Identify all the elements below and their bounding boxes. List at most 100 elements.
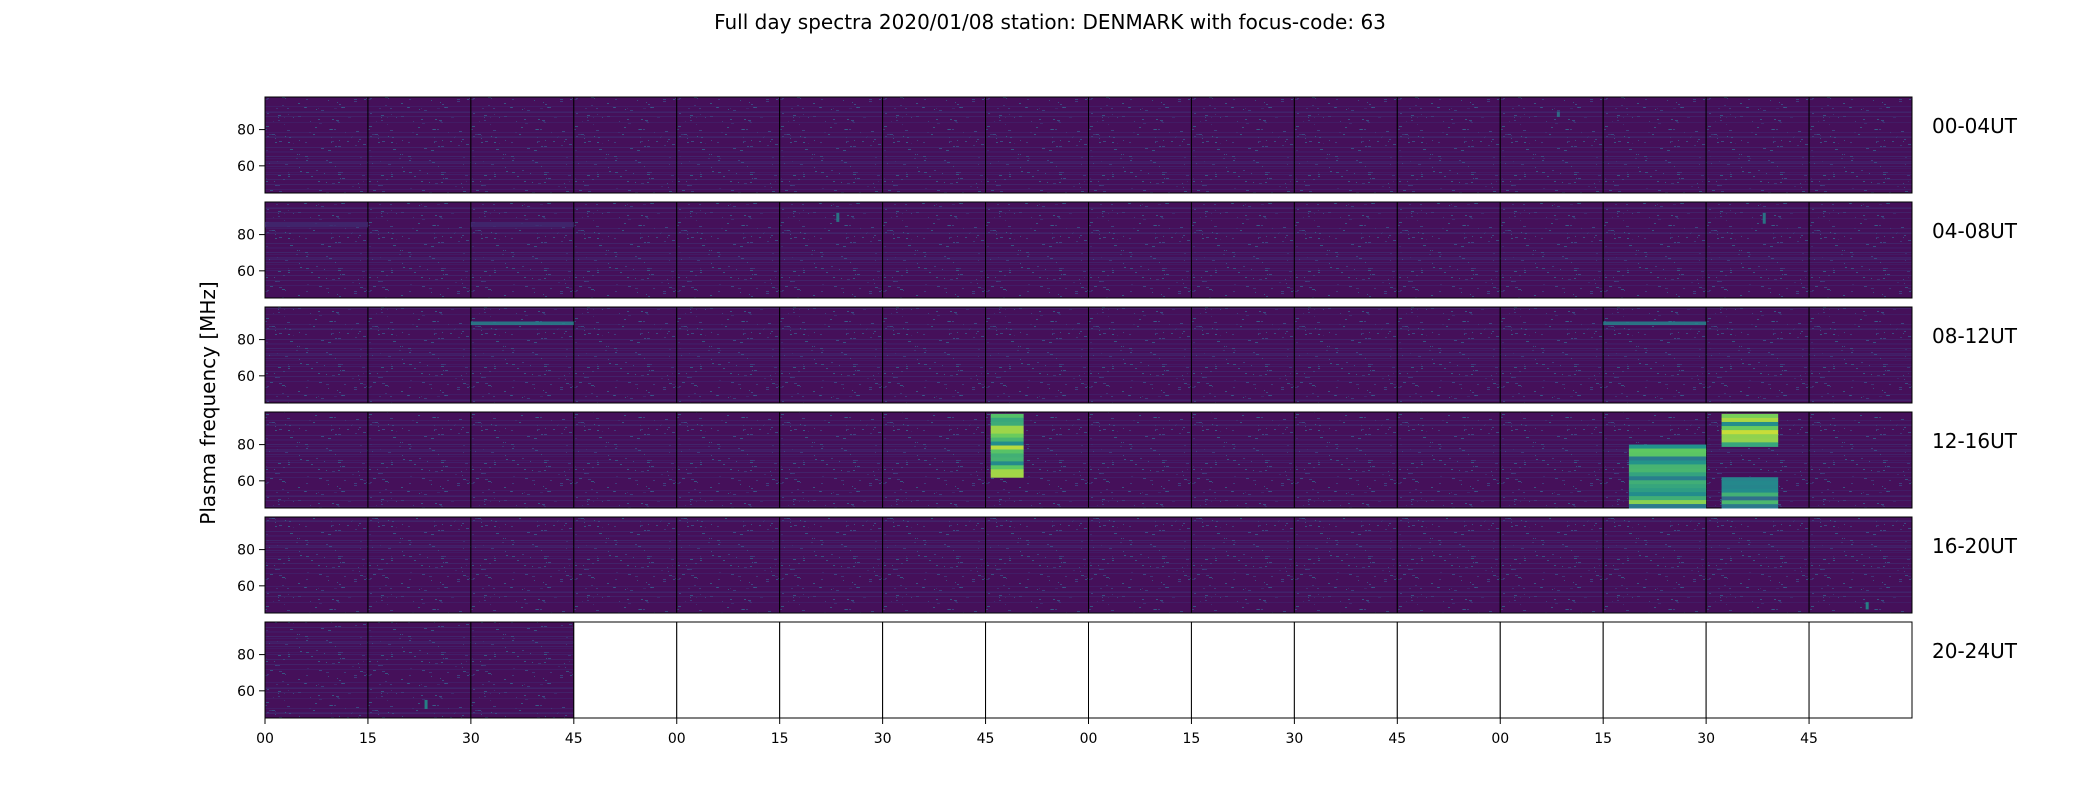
burst-mark	[990, 417, 1024, 423]
spectrum-panel	[367, 411, 472, 509]
burst-mark	[1628, 476, 1707, 481]
spectrum-panel	[264, 306, 369, 404]
burst-mark	[990, 425, 1024, 431]
x-tick-label: 15	[771, 731, 789, 747]
spectrum-panel	[1293, 201, 1398, 299]
y-tick-label: 60	[237, 579, 255, 595]
spectra-row: 60 80 20-24UT	[237, 621, 2018, 719]
spectrum-panel	[1705, 201, 1810, 299]
burst-mark	[1628, 464, 1707, 469]
burst-mark	[1721, 421, 1779, 427]
spectrum-panel	[779, 201, 884, 299]
spectrum-panel	[264, 96, 369, 194]
spectrum-panel	[1190, 411, 1295, 509]
burst-mark	[1628, 468, 1707, 473]
empty-panel	[1602, 621, 1707, 719]
spectrum-panel	[470, 411, 575, 509]
empty-panel	[882, 621, 987, 719]
spectrum-panel	[1808, 411, 1913, 509]
spectrum-panel	[573, 201, 678, 299]
x-tick-label: 30	[462, 731, 480, 747]
x-tick-label: 15	[1594, 731, 1612, 747]
x-tick-label: 45	[1800, 731, 1818, 747]
y-tick-label: 80	[237, 123, 255, 139]
empty-panel	[1190, 621, 1295, 719]
spectrum-panel	[1499, 201, 1604, 299]
x-tick-label: 45	[565, 731, 583, 747]
burst-mark	[990, 453, 1024, 458]
row-label: 12-16UT	[1932, 429, 2018, 453]
spectrum-panel	[1396, 306, 1501, 404]
burst-mark	[1721, 488, 1779, 494]
empty-panel	[779, 621, 884, 719]
burst-mark	[1721, 496, 1779, 501]
x-tick-label: 00	[256, 731, 274, 747]
spectrum-panel	[676, 201, 781, 299]
spectra-row: 60 80 16-20UT	[237, 516, 2018, 614]
x-tick-label: 00	[1080, 731, 1098, 747]
burst-mark	[1628, 472, 1707, 477]
x-tick-label: 30	[874, 731, 892, 747]
y-tick-label: 80	[237, 438, 255, 454]
burst-mark	[1628, 504, 1707, 509]
row-label: 04-08UT	[1932, 219, 2018, 243]
spectrum-panel	[1190, 201, 1295, 299]
burst-mark	[990, 413, 1024, 419]
burst-mark	[990, 441, 1024, 447]
spectrum-panel	[1088, 306, 1192, 404]
empty-panel	[1499, 621, 1604, 719]
spectrum-panel	[1705, 516, 1810, 614]
burst-mark	[1721, 434, 1779, 439]
burst-mark	[1721, 438, 1779, 443]
spectrum-panel	[1088, 411, 1192, 509]
spectrum-panel	[573, 96, 678, 194]
band-mark	[470, 221, 574, 228]
page-title: Full day spectra 2020/01/08 station: DEN…	[714, 10, 1386, 34]
spectrum-panel	[1499, 306, 1604, 404]
spectrum-panel	[1088, 516, 1192, 614]
spectrum-panel	[1396, 201, 1501, 299]
spectrum-panel	[264, 516, 369, 614]
burst-mark	[1628, 500, 1707, 505]
burst-mark	[990, 457, 1024, 462]
spectrum-panel	[367, 621, 472, 719]
row-label: 20-24UT	[1932, 639, 2018, 663]
x-tick-label: 00	[668, 731, 686, 747]
spectrum-panel	[1499, 96, 1604, 194]
spectrum-panel	[1705, 96, 1810, 194]
burst-mark	[990, 421, 1024, 427]
spectrum-panel	[264, 621, 369, 719]
burst-mark	[990, 429, 1024, 435]
spectra-row: 60 80 08-12UT	[237, 306, 2018, 404]
spectrum-panel	[470, 516, 575, 614]
burst-mark	[1721, 484, 1779, 490]
spectrum-panel	[1602, 96, 1707, 194]
burst-mark	[1721, 413, 1779, 419]
spectrum-panel	[470, 201, 575, 299]
y-tick-label: 60	[237, 264, 255, 280]
burst-mark	[1628, 444, 1707, 450]
spectrum-panel	[676, 516, 781, 614]
spectrum-panel	[1190, 306, 1295, 404]
streak-mark	[1865, 602, 1869, 610]
burst-mark	[990, 473, 1024, 478]
burst-mark	[1628, 492, 1707, 497]
spectrum-panel	[367, 516, 472, 614]
empty-panel	[1808, 621, 1913, 719]
spectrum-panel	[264, 201, 369, 299]
spectra-row: 60 80 04-08UT	[237, 201, 2018, 299]
x-tick-label: 00	[1491, 731, 1509, 747]
spectrum-panel	[1499, 411, 1604, 509]
spectrum-panel	[985, 201, 1089, 299]
row-label: 00-04UT	[1932, 114, 2018, 138]
spectrum-panel	[573, 411, 678, 509]
burst-mark	[1628, 456, 1707, 461]
spectrum-panel	[676, 96, 781, 194]
spectrum-panel	[1396, 516, 1501, 614]
spectrum-panel	[573, 306, 678, 404]
spectrum-panel	[882, 516, 987, 614]
spectrum-panel	[882, 306, 987, 404]
x-tick-label: 45	[1388, 731, 1406, 747]
